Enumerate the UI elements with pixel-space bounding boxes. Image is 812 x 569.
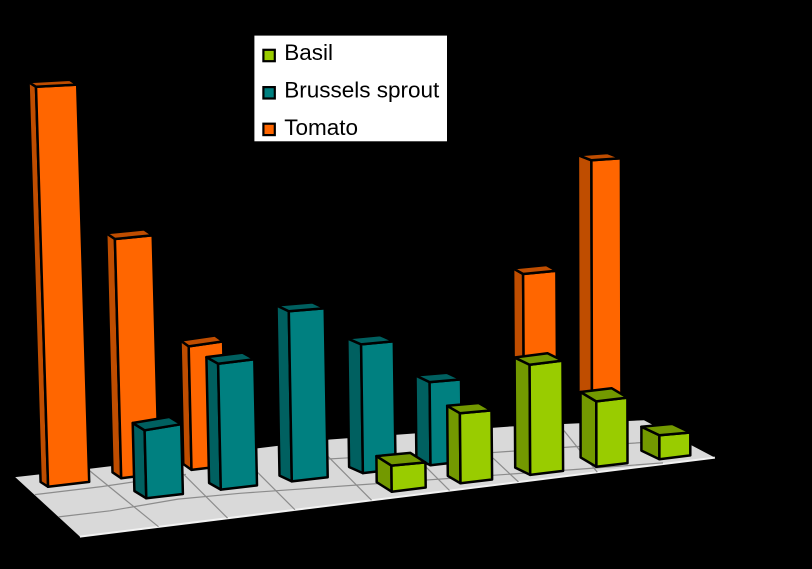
svg-text:Brussels sprout: Brussels sprout (284, 77, 440, 102)
svg-text:Basil: Basil (284, 40, 333, 65)
svg-text:Tomato: Tomato (284, 115, 358, 140)
